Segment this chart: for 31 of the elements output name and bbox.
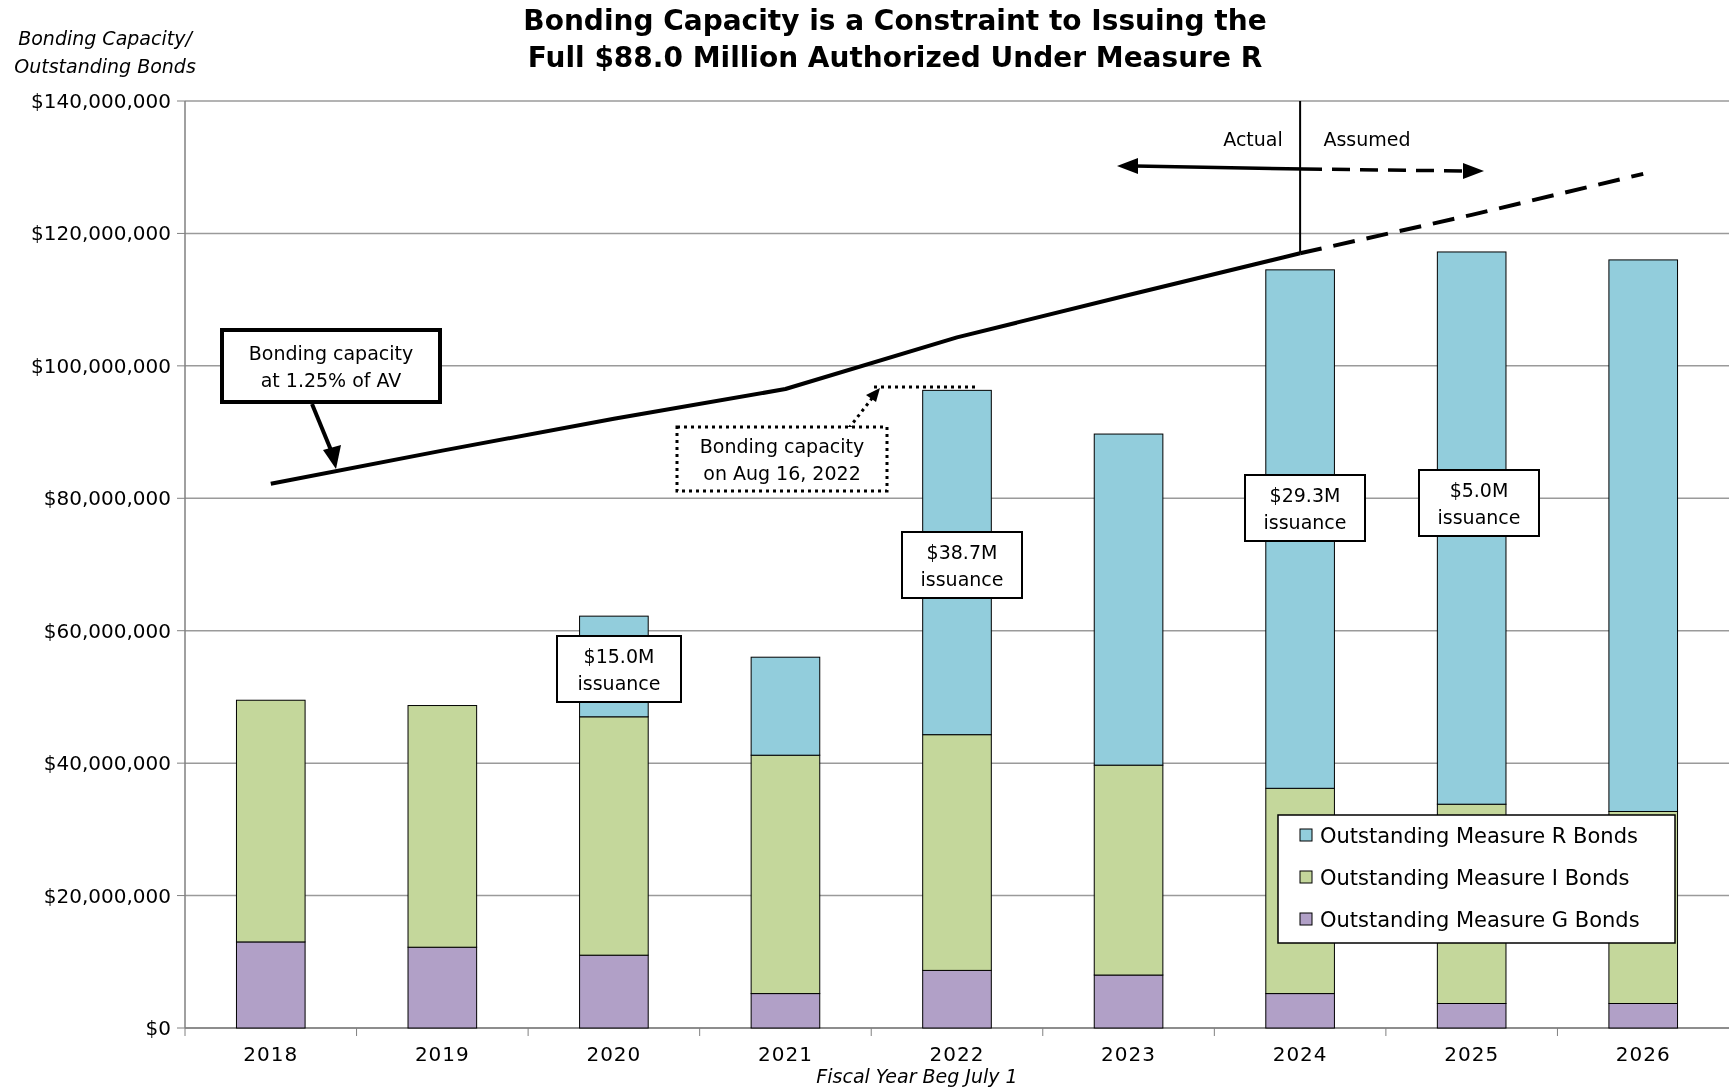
x-tick-label: 2023 xyxy=(1101,1042,1157,1066)
x-tick-label: 2019 xyxy=(414,1042,470,1066)
annotation: Assumed xyxy=(1323,128,1411,150)
annotation: $5.0M issuance xyxy=(1437,478,1521,528)
y-tick-label: $120,000,000 xyxy=(31,221,171,246)
y-axis-title: Bonding Capacity/ Outstanding Bonds xyxy=(14,27,196,77)
x-tick-label: 2022 xyxy=(929,1042,985,1066)
annotation: Bonding capacity at 1.25% of AV xyxy=(248,341,414,391)
chart-title: Bonding Capacity is a Constraint to Issuing the Full $88.0 Million Authorized Under Measure R xyxy=(523,3,1267,73)
legend-label: Outstanding Measure R Bonds xyxy=(1320,824,1638,848)
x-tick-label: 2025 xyxy=(1444,1042,1500,1066)
legend-label: Outstanding Measure I Bonds xyxy=(1320,866,1630,890)
y-tick-label: $140,000,000 xyxy=(31,89,171,113)
annotation: Actual xyxy=(1223,128,1283,150)
x-tick-label: 2026 xyxy=(1615,1042,1671,1066)
y-tick-label: $20,000,000 xyxy=(43,883,171,908)
x-tick-label: 2018 xyxy=(243,1042,299,1066)
y-tick-label: $60,000,000 xyxy=(43,618,171,643)
x-axis-title: Fiscal Year Beg July 1 xyxy=(816,1065,1018,1087)
annotation: Bonding capacity on Aug 16, 2022 xyxy=(699,434,865,484)
annotation: $15.0M issuance xyxy=(577,644,661,694)
x-tick-label: 2024 xyxy=(1272,1042,1328,1066)
annotation: $38.7M issuance xyxy=(920,540,1004,590)
annotation: $29.3M issuance xyxy=(1263,483,1347,533)
legend-label: Outstanding Measure G Bonds xyxy=(1320,908,1640,932)
y-tick-label: $100,000,000 xyxy=(31,353,171,378)
y-tick-label: $40,000,000 xyxy=(43,751,171,776)
y-tick-label: $80,000,000 xyxy=(43,486,171,511)
x-tick-label: 2021 xyxy=(757,1042,813,1066)
x-tick-label: 2020 xyxy=(586,1042,642,1066)
y-tick-label: $0 xyxy=(145,1016,171,1040)
